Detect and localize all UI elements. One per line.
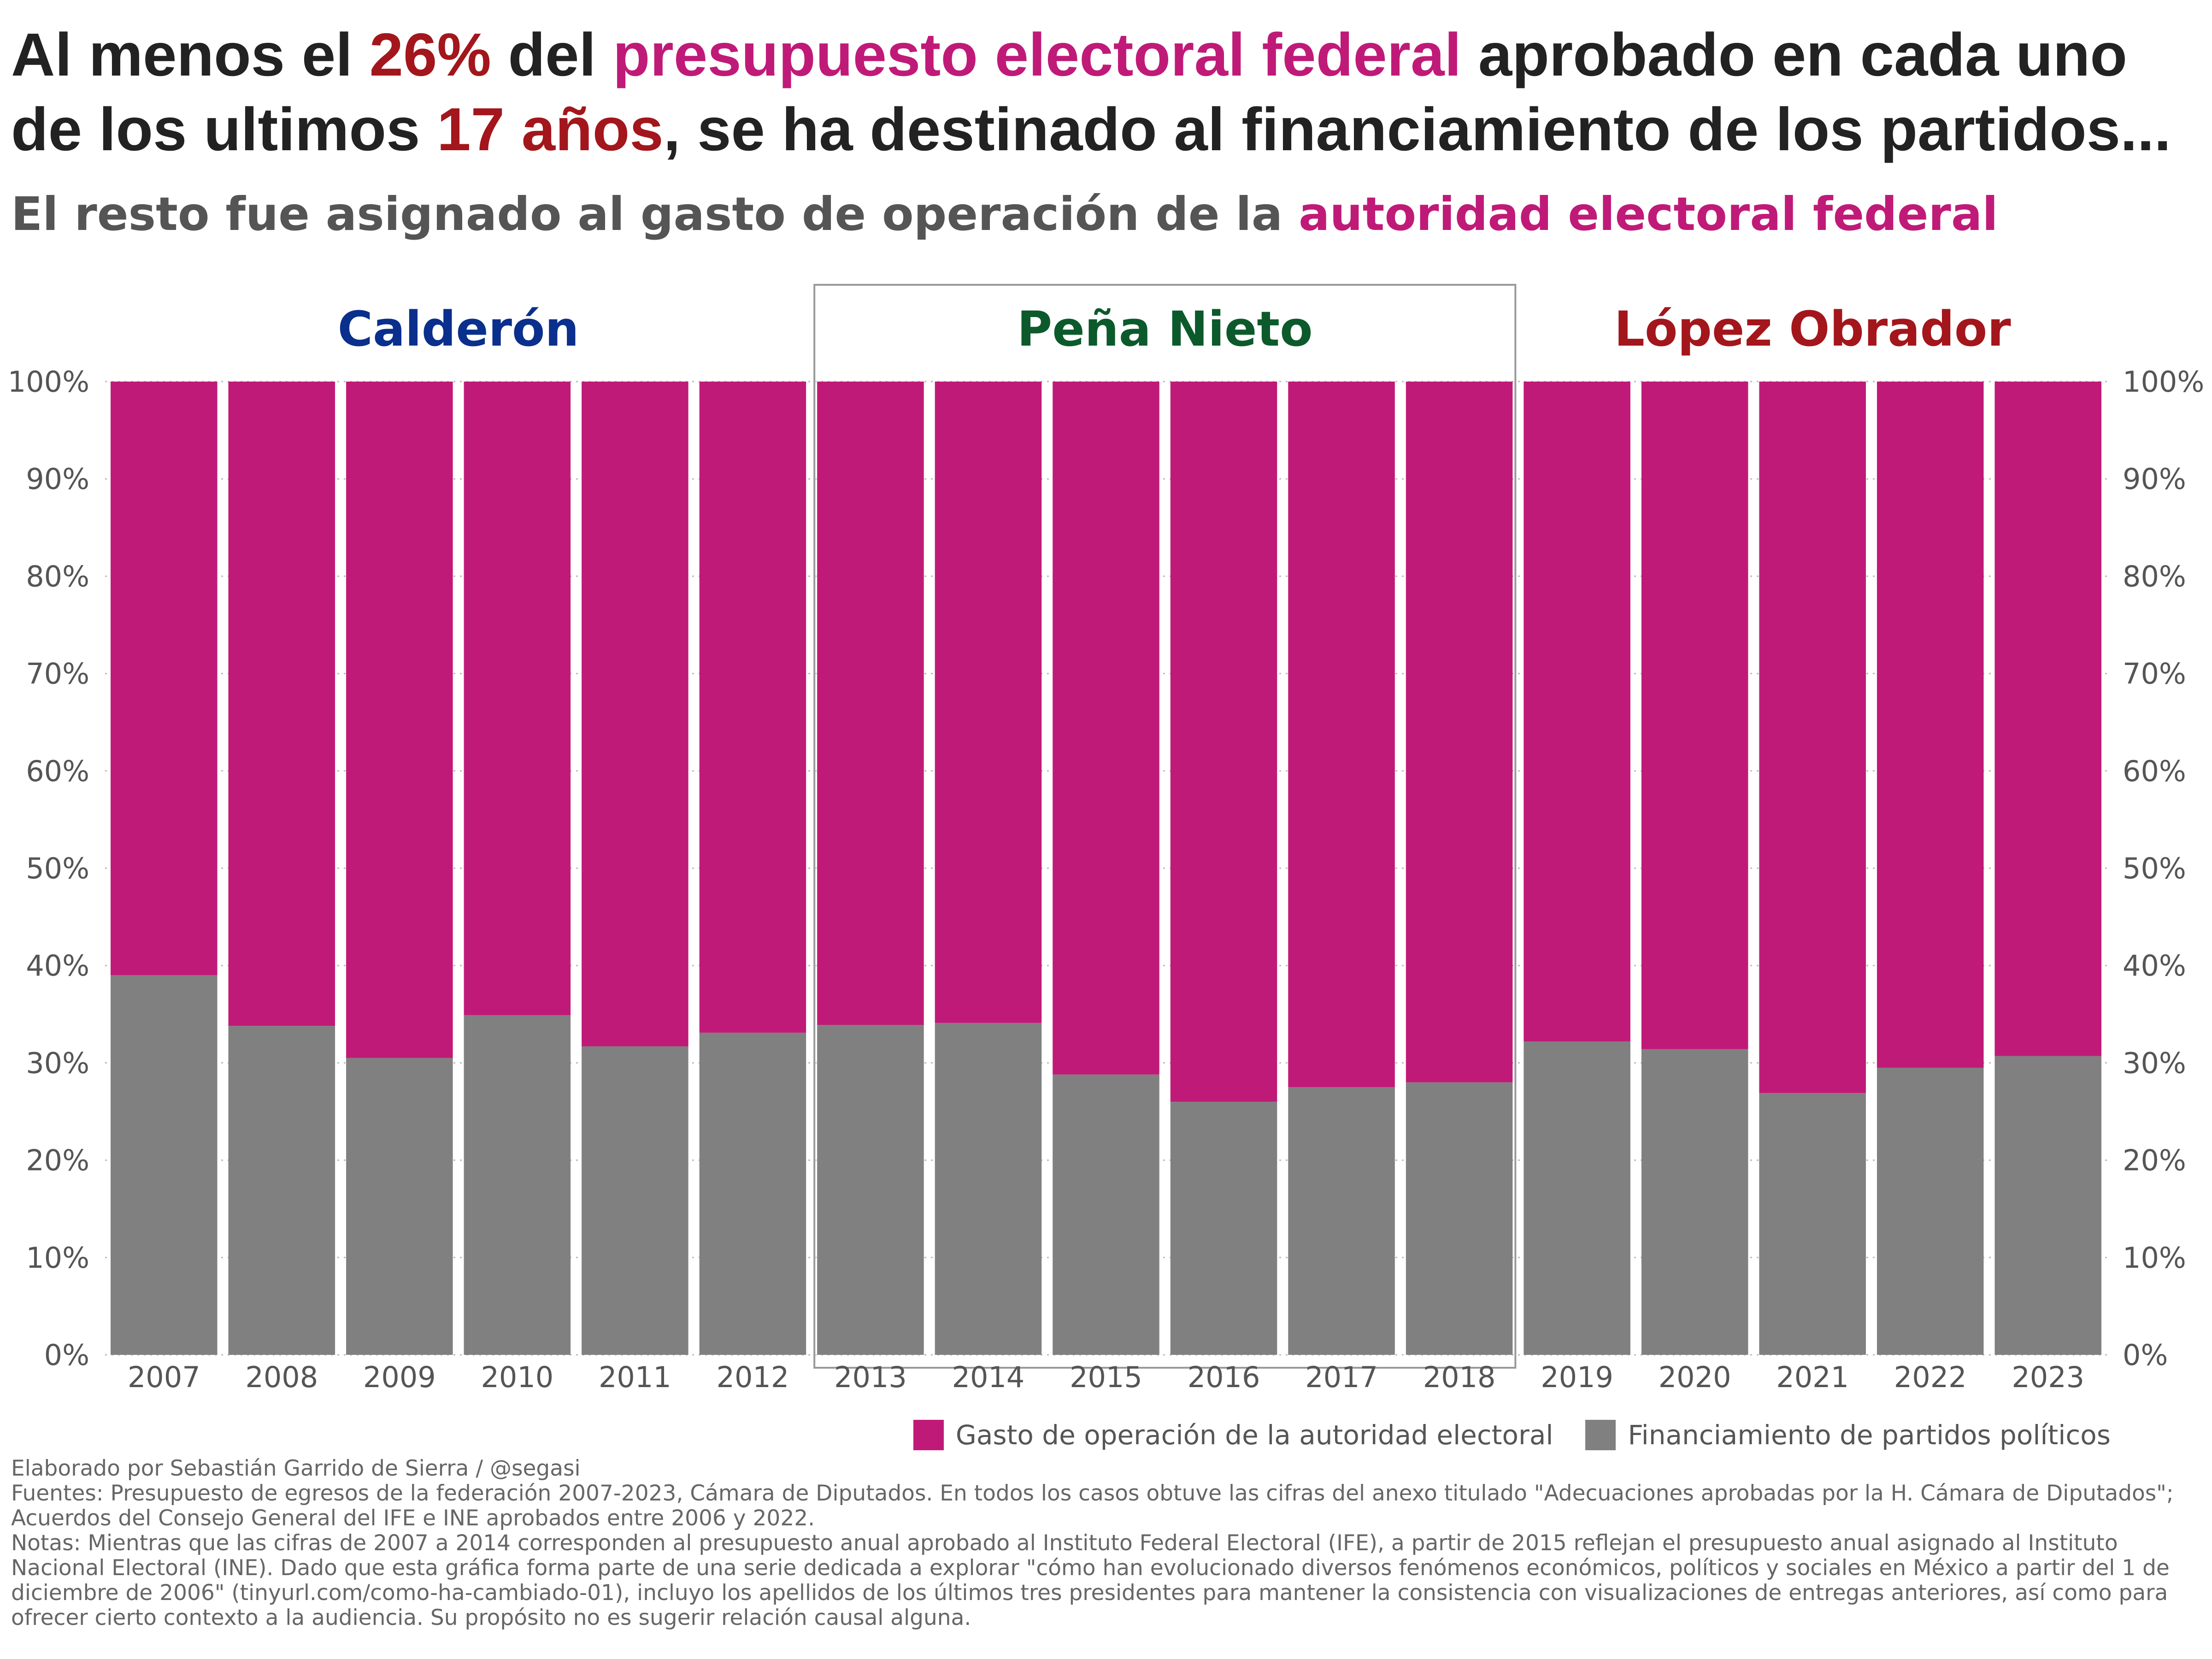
x-tick-label-2012: 2012: [717, 1360, 789, 1394]
subtitle-highlight-authority: autoridad electoral federal: [1299, 187, 1998, 241]
bar-operation-2007: [111, 382, 218, 975]
x-tick-label-2014: 2014: [952, 1360, 1025, 1394]
bar-parties-2015: [1053, 1075, 1159, 1355]
bar-parties-2020: [1641, 1049, 1748, 1355]
footer-sources: Fuentes: Presupuesto de egresos de la fe…: [11, 1481, 2200, 1531]
x-tick-label-2022: 2022: [1894, 1360, 1967, 1394]
legend-swatch-parties: [1585, 1420, 1616, 1450]
bar-parties-2018: [1406, 1082, 1513, 1355]
footer-credit: Elaborado por Sebastián Garrido de Sierr…: [11, 1456, 2200, 1481]
bar-parties-2010: [464, 1015, 571, 1355]
y-tick-label-left: 90%: [26, 462, 89, 496]
y-tick-label-right: 0%: [2123, 1338, 2168, 1372]
legend-item-parties: Financiamiento de partidos políticos: [1585, 1419, 2111, 1451]
title-text-2: del: [491, 21, 613, 88]
y-tick-label-right: 30%: [2123, 1046, 2186, 1080]
x-tick-label-2019: 2019: [1541, 1360, 1613, 1394]
title-text-4: , se ha destinado al financiamiento de l…: [664, 95, 2171, 163]
bar-operation-2018: [1406, 382, 1513, 1082]
bar-operation-2022: [1877, 382, 1984, 1068]
footer-notes: Notas: Mientras que las cifras de 2007 a…: [11, 1531, 2200, 1630]
bar-parties-2014: [935, 1023, 1042, 1355]
title-highlight-budget: presupuesto electoral federal: [613, 21, 1461, 88]
x-tick-label-2016: 2016: [1188, 1360, 1260, 1394]
legend-item-operation: Gasto de operación de la autoridad elect…: [913, 1419, 1553, 1451]
y-tick-label-right: 10%: [2123, 1241, 2186, 1275]
y-tick-label-right: 50%: [2123, 852, 2186, 885]
x-tick-label-2009: 2009: [363, 1360, 436, 1394]
title-highlight-years: 17 años: [437, 95, 664, 163]
x-tick-label-2013: 2013: [834, 1360, 907, 1394]
chart-title: Al menos el 26% del presupuesto electora…: [11, 18, 2205, 167]
x-tick-label-2011: 2011: [599, 1360, 671, 1394]
bar-operation-2023: [1994, 382, 2101, 1056]
y-tick-label-left: 0%: [44, 1338, 89, 1372]
bar-operation-2016: [1171, 382, 1277, 1102]
x-tick-label-2023: 2023: [2012, 1360, 2084, 1394]
x-tick-label-2017: 2017: [1305, 1360, 1378, 1394]
bar-operation-2011: [582, 382, 688, 1046]
y-tick-label-left: 20%: [26, 1144, 89, 1177]
bar-parties-2013: [817, 1025, 924, 1355]
bar-parties-2017: [1288, 1087, 1395, 1355]
period-label-calderon: Calderón: [338, 301, 579, 357]
legend: Gasto de operación de la autoridad elect…: [881, 1419, 2111, 1451]
subtitle-text: El resto fue asignado al gasto de operac…: [11, 187, 1299, 241]
y-tick-label-left: 40%: [26, 949, 89, 982]
period-label-lopez-obrador: López Obrador: [1614, 301, 2011, 357]
bar-operation-2010: [464, 382, 571, 1015]
footer: Elaborado por Sebastián Garrido de Sierr…: [11, 1456, 2200, 1630]
bar-operation-2008: [229, 382, 335, 1026]
y-tick-label-left: 100%: [8, 365, 89, 399]
bar-parties-2023: [1994, 1056, 2101, 1355]
y-tick-label-left: 80%: [26, 559, 89, 593]
x-tick-label-2021: 2021: [1776, 1360, 1849, 1394]
legend-swatch-operation: [913, 1420, 944, 1450]
x-tick-label-2015: 2015: [1070, 1360, 1142, 1394]
legend-label-parties: Financiamiento de partidos políticos: [1628, 1419, 2111, 1451]
bar-operation-2015: [1053, 382, 1159, 1075]
x-tick-label-2007: 2007: [128, 1360, 200, 1394]
bar-operation-2012: [700, 382, 806, 1033]
title-text-1: Al menos el: [11, 21, 370, 88]
legend-label-operation: Gasto de operación de la autoridad elect…: [956, 1419, 1553, 1451]
bar-parties-2011: [582, 1046, 688, 1355]
stacked-bar-chart: Calderón Peña Nieto López Obrador 0% 0% 10% 1…: [0, 276, 2212, 1410]
x-tick-label-2020: 2020: [1659, 1360, 1731, 1394]
bar-parties-2009: [346, 1058, 453, 1355]
y-tick-label-left: 60%: [26, 754, 89, 788]
y-tick-label-left: 10%: [26, 1241, 89, 1275]
bar-parties-2021: [1759, 1093, 1866, 1355]
y-tick-label-left: 50%: [26, 852, 89, 885]
x-tick-label-2018: 2018: [1423, 1360, 1496, 1394]
bar-operation-2021: [1759, 382, 1866, 1093]
y-tick-label-right: 90%: [2123, 462, 2186, 496]
x-tick-label-2008: 2008: [245, 1360, 318, 1394]
bar-parties-2007: [111, 975, 218, 1355]
bar-parties-2019: [1524, 1041, 1630, 1355]
x-tick-label-2010: 2010: [481, 1360, 553, 1394]
bar-parties-2008: [229, 1026, 335, 1355]
bar-operation-2019: [1524, 382, 1630, 1041]
bar-operation-2013: [817, 382, 924, 1025]
y-tick-label-right: 40%: [2123, 949, 2186, 982]
bar-parties-2022: [1877, 1068, 1984, 1355]
bar-operation-2020: [1641, 382, 1748, 1049]
bar-parties-2016: [1171, 1102, 1277, 1355]
bar-parties-2012: [700, 1033, 806, 1355]
title-highlight-percentage: 26%: [370, 21, 491, 88]
y-tick-label-right: 70%: [2123, 657, 2186, 691]
bar-operation-2017: [1288, 382, 1395, 1087]
y-tick-label-left: 30%: [26, 1046, 89, 1080]
bar-operation-2014: [935, 382, 1042, 1023]
y-tick-label-right: 80%: [2123, 559, 2186, 593]
y-tick-label-right: 100%: [2123, 365, 2204, 399]
y-tick-label-left: 70%: [26, 657, 89, 691]
y-tick-label-right: 20%: [2123, 1144, 2186, 1177]
chart-subtitle: El resto fue asignado al gasto de operac…: [11, 184, 2205, 244]
period-label-pena-nieto: Peña Nieto: [1017, 301, 1313, 357]
bar-operation-2009: [346, 382, 453, 1058]
bars: [111, 382, 2101, 1355]
y-tick-label-right: 60%: [2123, 754, 2186, 788]
